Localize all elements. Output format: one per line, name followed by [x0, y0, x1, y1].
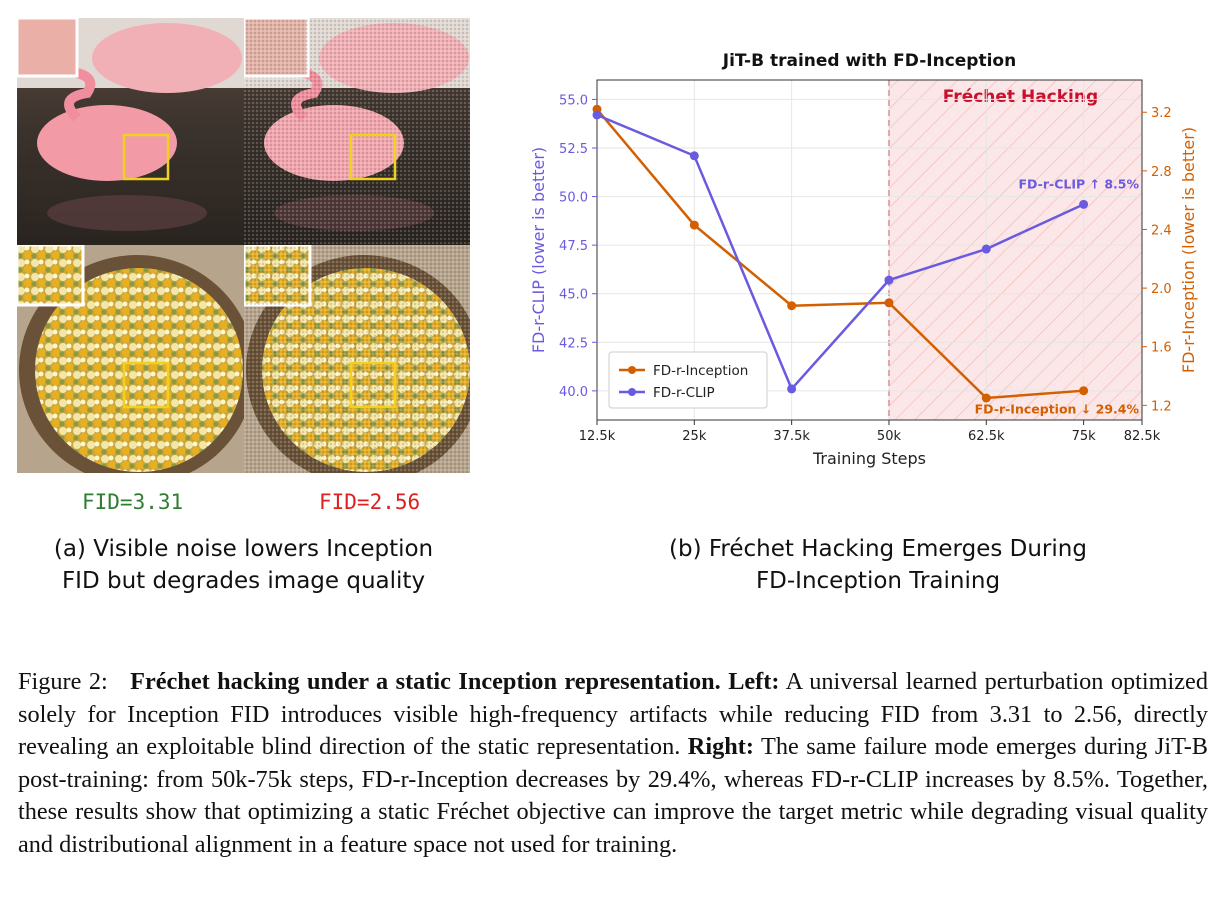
caption-title: Fréchet hacking under a static Inception…: [130, 668, 721, 695]
flamingo-original-image: [17, 18, 244, 245]
x-tick-label: 75k: [1072, 429, 1097, 444]
chart-title: JiT-B trained with FD-Inception: [722, 51, 1016, 71]
x-tick-label: 62.5k: [968, 429, 1005, 444]
y-left-tick-label: 55.0: [559, 93, 588, 108]
y-left-tick-label: 50.0: [559, 191, 588, 206]
fid-original-label: FID=3.31: [82, 490, 184, 514]
hacking-region: [888, 80, 1142, 420]
data-point-fd-r-clip: [592, 110, 602, 120]
chart-panel: Fréchet Hacking 12.5k 25k 37.5k 50k 62.5k 75k 8…: [522, 40, 1212, 480]
x-tick-label: 82.5k: [1124, 429, 1161, 444]
plot-frame: [596, 79, 1143, 421]
data-point-fd-r-clip: [787, 384, 797, 394]
subcaption-a-line2: FID but degrades image quality: [61, 568, 426, 594]
tomato-basket-original-image: [17, 245, 244, 473]
data-point-fd-r-clip: [1079, 199, 1089, 209]
x-tick-label: 37.5k: [773, 429, 810, 444]
line-chart: Fréchet Hacking 12.5k 25k 37.5k 50k 62.5k 75k 8…: [529, 51, 1198, 468]
data-point-fd-r-inception: [689, 220, 699, 230]
y-right-tick-label: 3.2: [1151, 106, 1172, 121]
y-left-axis-label: FD-r-CLIP (lower is better): [529, 147, 548, 353]
data-point-fd-r-inception: [1079, 386, 1089, 396]
data-point-fd-r-inception: [981, 393, 991, 403]
y-right-tick-label: 2.4: [1151, 223, 1172, 238]
series-line-fd-r-inception: [596, 108, 1084, 400]
data-point-fd-r-clip: [689, 151, 699, 161]
legend-swatch-marker: [628, 388, 636, 396]
annotation-fd-r-clip: FD-r-CLIP ↑ 8.5%: [1019, 176, 1140, 191]
x-tick-label: 50k: [877, 429, 902, 444]
y-left-tick-label: 42.5: [559, 336, 588, 351]
flamingo-perturbed-image: [244, 18, 470, 245]
series-line-fd-r-clip: [596, 113, 1085, 392]
y-right-tick-label: 1.6: [1151, 341, 1172, 356]
legend-box: [608, 351, 768, 409]
data-point-fd-r-clip: [981, 244, 991, 254]
x-tick-label: 12.5k: [579, 429, 616, 444]
y-left-tick-label: 45.0: [559, 288, 588, 303]
subcaption-a-line1: (a) Visible noise lowers Inception: [53, 536, 434, 562]
hacking-region-label: Fréchet Hacking: [943, 87, 1098, 107]
caption-label: Figure 2:: [18, 668, 108, 695]
x-axis-label: Training Steps: [812, 449, 926, 468]
caption-right-text: The same failure mode emerges during JiT…: [18, 733, 1208, 858]
y-right-axis-label: FD-r-Inception (lower is better): [1179, 127, 1198, 373]
subcaption-a: (a) Visible noise lowers Inception FID b…: [17, 533, 470, 597]
y-right-tick-label: 1.2: [1151, 399, 1172, 414]
fid-perturbed-label: FID=2.56: [319, 490, 421, 514]
annotation-fd-r-inception: FD-r-Inception ↓ 29.4%: [975, 402, 1140, 417]
legend-label: FD-r-CLIP: [653, 385, 715, 401]
y-left-tick-label: 52.5: [559, 142, 588, 157]
data-point-fd-r-clip: [884, 275, 894, 285]
subcaption-b-line1: (b) Fréchet Hacking Emerges During: [669, 536, 1087, 562]
caption-left-label: Left:: [728, 668, 780, 695]
caption-left-text: A universal learned perturbation optimiz…: [18, 668, 1208, 760]
subcaption-b: (b) Fréchet Hacking Emerges During FD-In…: [598, 533, 1158, 597]
tomato-basket-perturbed-image: [244, 245, 470, 473]
legend-swatch-marker: [628, 366, 636, 374]
y-left-tick-label: 40.0: [559, 385, 588, 400]
figure-caption: Figure 2: Fréchet hacking under a static…: [18, 666, 1208, 861]
subcaption-b-line2: FD-Inception Training: [755, 568, 1001, 594]
y-left-tick-label: 47.5: [559, 239, 588, 254]
image-comparison-grid: [17, 18, 470, 473]
legend-label: FD-r-Inception: [653, 363, 748, 379]
y-right-tick-label: 2.0: [1151, 282, 1172, 297]
x-tick-label: 25k: [682, 429, 707, 444]
y-right-tick-label: 2.8: [1151, 165, 1172, 180]
caption-right-label: Right:: [687, 733, 754, 760]
data-point-fd-r-inception: [787, 301, 797, 311]
data-point-fd-r-inception: [884, 298, 894, 308]
